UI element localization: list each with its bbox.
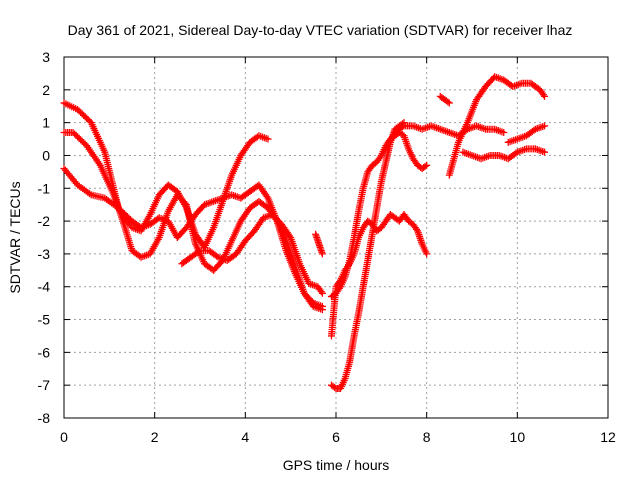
data-point	[444, 98, 452, 106]
y-tick-label: 2	[42, 82, 50, 98]
data-point	[423, 250, 431, 258]
x-tick-label: 10	[510, 429, 526, 445]
y-tick-label: 3	[42, 49, 50, 65]
data-point	[318, 289, 326, 297]
chart-title: Day 361 of 2021, Sidereal Day-to-day VTE…	[68, 22, 573, 38]
series-10	[436, 92, 453, 107]
data-point	[286, 232, 294, 240]
y-tick-label: -4	[38, 279, 51, 295]
x-tick-label: 6	[332, 429, 340, 445]
series-11	[445, 73, 549, 179]
grid	[64, 57, 608, 418]
x-tick-label: 0	[60, 429, 68, 445]
x-tick-label: 8	[423, 429, 431, 445]
x-tick-label: 12	[600, 429, 616, 445]
data-point	[376, 153, 384, 161]
y-tick-label: -8	[38, 410, 51, 426]
y-tick-label: -6	[38, 344, 51, 360]
data-point	[317, 288, 325, 296]
data-point	[318, 250, 326, 258]
series-12	[459, 145, 549, 163]
data-point	[412, 225, 420, 233]
y-tick-label: -5	[38, 312, 51, 328]
data-point	[541, 122, 549, 130]
y-tick-label: -7	[38, 377, 51, 393]
data-point	[194, 248, 202, 256]
data-point	[264, 135, 272, 143]
data-point	[330, 383, 338, 391]
data-point	[263, 192, 271, 200]
x-tick-label: 2	[151, 429, 159, 445]
data-point	[335, 284, 343, 292]
data-point	[398, 123, 406, 131]
data-point	[539, 91, 547, 99]
data-point	[445, 99, 453, 107]
data-point	[423, 161, 431, 169]
data-point	[318, 302, 326, 310]
x-tick-label: 4	[241, 429, 249, 445]
y-tick-label: -2	[38, 213, 51, 229]
data-marks	[60, 73, 549, 392]
x-axis-label: GPS time / hours	[283, 457, 390, 473]
series-9	[391, 122, 508, 140]
series-5	[312, 230, 326, 258]
data-point	[500, 128, 508, 136]
y-axis-label: SDTVAR / TECUs	[7, 181, 23, 293]
data-point	[541, 148, 549, 156]
y-tick-label: 0	[42, 147, 50, 163]
series-4	[178, 211, 326, 297]
y-tick-label: 1	[42, 115, 50, 131]
series-13	[504, 122, 549, 146]
y-tick-label: -3	[38, 246, 51, 262]
series-7	[327, 119, 408, 392]
series-8	[327, 128, 431, 301]
series-3	[60, 165, 326, 310]
data-point	[421, 162, 429, 170]
data-point	[541, 92, 549, 100]
y-tick-label: -1	[38, 180, 51, 196]
